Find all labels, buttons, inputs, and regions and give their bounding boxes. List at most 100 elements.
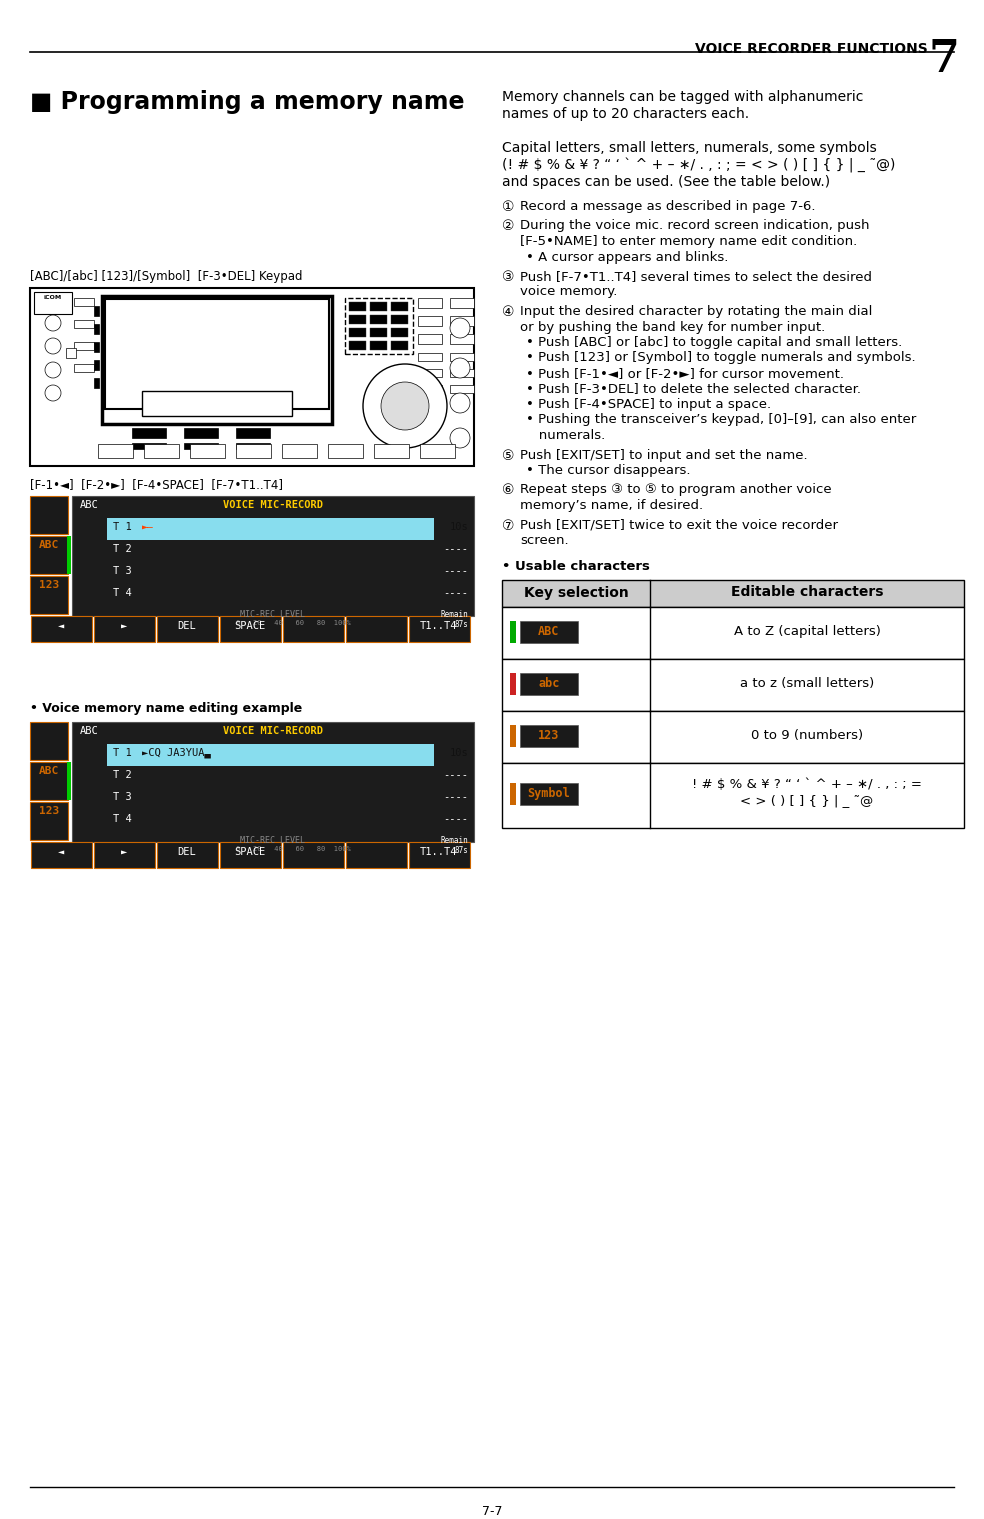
- Text: ----: ----: [443, 544, 468, 554]
- Text: 0   20   40   60   80  100%: 0 20 40 60 80 100%: [235, 846, 350, 852]
- Text: ◄: ◄: [58, 848, 64, 857]
- Bar: [370, 302, 387, 311]
- Text: ----: ----: [443, 814, 468, 823]
- Text: < > ( ) [ ] { } | _ ˜@: < > ( ) [ ] { } | _ ˜@: [740, 794, 874, 807]
- Text: 123: 123: [39, 807, 59, 816]
- Text: abc: abc: [538, 677, 560, 690]
- Text: T 2: T 2: [112, 544, 132, 554]
- Bar: [391, 314, 408, 324]
- Bar: [157, 842, 218, 867]
- Bar: [30, 289, 474, 466]
- Text: VOICE MIC-RECORD: VOICE MIC-RECORD: [223, 726, 323, 737]
- Text: • Push [F-4•SPACE] to input a space.: • Push [F-4•SPACE] to input a space.: [526, 398, 771, 412]
- Text: T 1: T 1: [112, 523, 132, 532]
- Bar: [74, 342, 94, 349]
- Bar: [520, 673, 578, 694]
- Bar: [72, 497, 474, 617]
- Bar: [184, 428, 218, 437]
- Bar: [236, 444, 271, 459]
- Bar: [157, 617, 218, 643]
- Bar: [418, 316, 442, 327]
- Bar: [66, 348, 76, 358]
- Text: ⑥: ⑥: [502, 483, 515, 498]
- Bar: [391, 302, 408, 311]
- Bar: [520, 620, 578, 643]
- Text: Repeat steps ③ to ⑤ to program another voice: Repeat steps ③ to ⑤ to program another v…: [520, 483, 831, 497]
- Bar: [94, 617, 155, 643]
- Bar: [132, 428, 166, 437]
- Bar: [420, 444, 455, 459]
- Bar: [31, 617, 92, 643]
- Text: • Voice memory name editing example: • Voice memory name editing example: [30, 702, 302, 715]
- Text: Push [F-7•T1..T4] several times to select the desired: Push [F-7•T1..T4] several times to selec…: [520, 270, 872, 283]
- Bar: [349, 302, 366, 311]
- Bar: [409, 617, 470, 643]
- Bar: [31, 842, 92, 867]
- Bar: [370, 314, 387, 324]
- Text: names of up to 20 characters each.: names of up to 20 characters each.: [502, 106, 749, 122]
- Text: T 4: T 4: [112, 814, 132, 823]
- Bar: [94, 378, 99, 387]
- Text: ④: ④: [502, 305, 515, 319]
- Text: 10s: 10s: [450, 747, 468, 758]
- Bar: [370, 328, 387, 337]
- Circle shape: [45, 362, 61, 378]
- Text: 123: 123: [538, 729, 560, 741]
- Bar: [418, 369, 442, 377]
- Text: • The cursor disappears.: • The cursor disappears.: [526, 463, 691, 477]
- Text: SPACE: SPACE: [234, 621, 266, 630]
- Bar: [418, 352, 442, 362]
- Bar: [510, 673, 516, 694]
- Bar: [30, 497, 68, 535]
- Text: Remain
87s: Remain 87s: [440, 611, 468, 629]
- Text: ►—: ►—: [142, 523, 154, 532]
- Text: ----: ----: [443, 588, 468, 598]
- Bar: [30, 763, 68, 801]
- Text: ►: ►: [121, 848, 127, 857]
- Bar: [67, 763, 71, 801]
- Text: DEL: DEL: [178, 848, 197, 857]
- Text: [F-5•NAME] to enter memory name edit condition.: [F-5•NAME] to enter memory name edit con…: [520, 235, 857, 248]
- Text: 123: 123: [39, 580, 59, 589]
- Text: During the voice mic. record screen indication, push: During the voice mic. record screen indi…: [520, 220, 870, 232]
- Text: • Usable characters: • Usable characters: [502, 559, 649, 573]
- Circle shape: [450, 358, 470, 378]
- Bar: [349, 314, 366, 324]
- Text: Symbol: Symbol: [527, 787, 571, 801]
- Text: iCOM: iCOM: [44, 295, 62, 299]
- Bar: [236, 444, 270, 450]
- Bar: [346, 617, 407, 643]
- Text: • Push [F-1•◄] or [F-2•►] for cursor movement.: • Push [F-1•◄] or [F-2•►] for cursor mov…: [526, 368, 844, 380]
- Text: A to Z (capital letters): A to Z (capital letters): [733, 624, 881, 638]
- Text: ----: ----: [443, 791, 468, 802]
- Text: ◄: ◄: [58, 621, 64, 630]
- Text: a to z (small letters): a to z (small letters): [740, 677, 874, 690]
- Text: ABC: ABC: [39, 766, 59, 776]
- Circle shape: [450, 393, 470, 413]
- Bar: [502, 763, 964, 828]
- Text: • Push [123] or [Symbol] to toggle numerals and symbols.: • Push [123] or [Symbol] to toggle numer…: [526, 351, 916, 365]
- Bar: [418, 334, 442, 343]
- Bar: [283, 842, 344, 867]
- Bar: [107, 744, 434, 766]
- Text: • Push [ABC] or [abc] to toggle capital and small letters.: • Push [ABC] or [abc] to toggle capital …: [526, 336, 902, 349]
- Bar: [220, 617, 281, 643]
- Circle shape: [450, 428, 470, 448]
- Bar: [502, 711, 964, 763]
- Text: • Pushing the transceiver’s keypad, [0]–[9], can also enter: • Pushing the transceiver’s keypad, [0]–…: [526, 413, 916, 427]
- Text: ! # $ % & ¥ ? “ ‘ ` ^ + – ∗/ . , : ; =: ! # $ % & ¥ ? “ ‘ ` ^ + – ∗/ . , : ; =: [692, 778, 922, 791]
- Bar: [105, 299, 329, 409]
- Bar: [30, 576, 68, 614]
- Text: or by pushing the band key for number input.: or by pushing the band key for number in…: [520, 321, 826, 334]
- Bar: [450, 384, 474, 393]
- Text: ⑦: ⑦: [502, 518, 515, 533]
- Circle shape: [381, 381, 429, 430]
- Bar: [502, 659, 964, 711]
- Bar: [220, 842, 281, 867]
- Text: Editable characters: Editable characters: [731, 585, 884, 600]
- Bar: [418, 384, 442, 393]
- Text: memory’s name, if desired.: memory’s name, if desired.: [520, 500, 704, 512]
- Text: T 1: T 1: [112, 747, 132, 758]
- Bar: [391, 340, 408, 349]
- Text: 10s: 10s: [450, 523, 468, 532]
